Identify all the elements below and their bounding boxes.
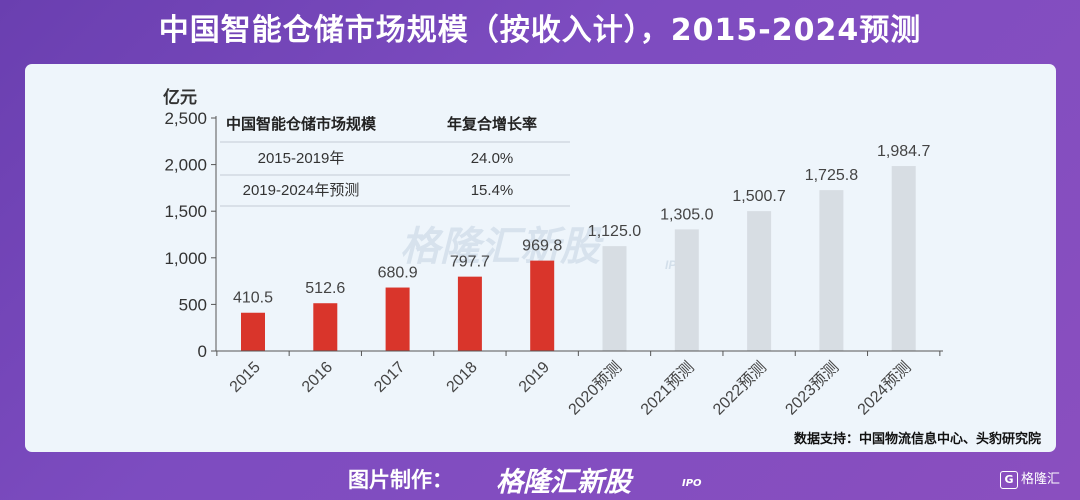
data-label: 797.7 [450,254,490,271]
x-tick-label: 2024预测 [854,358,915,419]
bar-series: 410.5 512.6 680.9 797.7 969.8 1,125.0 1,305.0 1… [233,143,930,351]
table-cell-period-1: 2015-2019年 [258,150,345,167]
data-label: 680.9 [378,265,418,282]
footer-label: 图片制作： [348,469,453,492]
table-header-scale: 中国智能仓储市场规模 [226,115,377,133]
y-tick-label: 1,500 [164,202,207,221]
x-tick-label: 2018 [444,359,481,396]
corner-logo-text: 格隆汇 [1021,472,1061,487]
data-label: 1,984.7 [877,143,930,160]
bar [747,211,772,351]
bar [241,312,265,351]
x-tick-label: 2019 [516,359,553,396]
data-label: 1,725.8 [805,167,858,184]
data-label: 1,125.0 [588,223,641,240]
footer-logo: 格隆汇新股 [496,467,631,498]
bar [313,303,338,351]
x-axis: 2015 2016 2017 2018 2019 2020预测 2021预测 2022预测 20… [216,350,943,419]
y-tick-label: 0 [198,342,207,361]
source-note: 数据支持：中国物流信息中心、头豹研究院 [794,431,1041,446]
table-cell-rate-1: 24.0% [471,150,514,167]
chart-title: 中国智能仓储市场规模（按收入计），2015-2024预测 [158,13,922,48]
y-tick-label: 500 [179,295,207,314]
data-label: 1,500.7 [732,188,785,205]
x-tick-label: 2016 [299,359,336,396]
bar [457,276,482,351]
watermark: 格隆汇新股 [400,225,604,269]
bar [602,246,627,351]
y-tick-label: 2,000 [164,156,207,175]
bar [674,229,699,351]
x-tick-label: 2017 [371,359,408,396]
data-label: 1,305.0 [660,206,713,223]
x-tick-label: 2020预测 [565,358,626,419]
corner-badge-icon: G [1000,470,1018,489]
y-axis: 0 500 1,000 1,500 2,000 2,500 [164,109,217,361]
corner-logo: G 格隆汇 [1000,468,1060,489]
bar [385,287,410,351]
x-tick-label: 2015 [227,359,264,396]
footer-logo-sub: IPO [682,478,702,489]
bar [530,260,555,351]
table-header-cagr: 年复合增长率 [447,115,537,133]
table-cell-rate-2: 15.4% [471,182,514,199]
bar [891,166,916,351]
bar [819,190,844,351]
footer: 图片制作： 格隆汇新股 IPO G 格隆汇 [0,458,1080,498]
y-axis-label: 亿元 [163,87,197,107]
data-label: 969.8 [522,238,562,255]
x-tick-label: 2023预测 [782,358,843,419]
table-cell-period-2: 2019-2024年预测 [243,182,360,199]
data-label: 512.6 [305,280,345,297]
cagr-table: 中国智能仓储市场规模 年复合增长率 2015-2019年 24.0% 2019-… [220,115,570,207]
y-tick-label: 2,500 [164,109,207,128]
data-label: 410.5 [233,290,273,307]
x-tick-label: 2021预测 [637,358,698,419]
x-tick-label: 2022预测 [709,358,770,419]
y-tick-label: 1,000 [164,249,207,268]
